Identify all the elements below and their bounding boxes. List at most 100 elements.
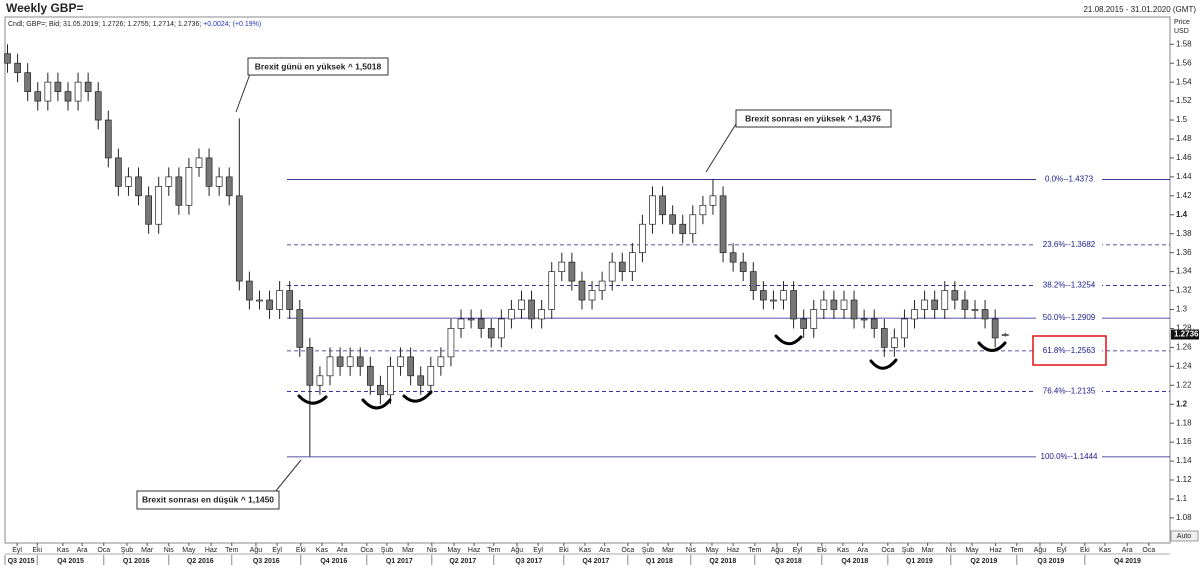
y-tick-label: 1.18 (1176, 418, 1192, 427)
fib-label-bg (1036, 345, 1102, 356)
fib-label-bg (1036, 239, 1102, 250)
y-tick-label: 1.48 (1176, 134, 1192, 143)
bottom-arc (869, 358, 898, 370)
x-tick-label: Ara (1122, 547, 1133, 554)
candle-body (911, 309, 918, 320)
fib-label: 100.0%--1.1444 (1041, 452, 1098, 461)
candle-body (276, 290, 283, 310)
candle-body (901, 318, 908, 339)
bottom-arc (977, 341, 1007, 352)
candle-body (891, 337, 898, 348)
y-tick-label: 1.58 (1176, 39, 1192, 48)
candle-body (679, 223, 687, 235)
x-tick-label: Mar (141, 547, 154, 554)
highlight-box (1032, 335, 1107, 366)
candle-body (84, 81, 92, 92)
x-tick-label: Ağu (511, 547, 524, 554)
quarter-label: Q4 2019 (1114, 558, 1141, 565)
quarter-label: Q3 2018 (775, 558, 802, 565)
bottom-arc (361, 398, 392, 410)
x-tick-label: Kas (579, 547, 592, 554)
x-tick-label: Şub (381, 547, 394, 554)
candle-body (24, 72, 32, 92)
y-tick-label: 1.24 (1176, 361, 1192, 370)
candle-body (1001, 334, 1009, 336)
quarter-label: Q2 2019 (970, 558, 997, 565)
y-axis-label: Price (1174, 19, 1190, 26)
auto-button[interactable] (1170, 530, 1199, 542)
candle-body (377, 384, 384, 396)
x-tick-label: Tem (225, 547, 238, 554)
fib-label-bg (1036, 313, 1102, 324)
candle-body (437, 356, 445, 367)
x-tick-label: Kas (316, 547, 329, 554)
candle-body (608, 261, 616, 282)
candle-body (326, 356, 334, 377)
candle-body (719, 195, 727, 254)
y-tick-label: 1.16 (1176, 437, 1192, 446)
auto-label[interactable]: Auto (1177, 533, 1192, 540)
candle-body (558, 261, 566, 272)
candle-body (528, 299, 535, 320)
candle-body (709, 195, 717, 206)
candle-body (165, 176, 173, 187)
candle-body (739, 261, 747, 272)
x-tick-label: May (965, 547, 979, 554)
fib-label: 76.4%--1.2135 (1043, 387, 1096, 396)
change: +0.0024; (+0.19%) (203, 21, 261, 28)
x-tick-label: Haz (468, 547, 481, 554)
candle-body (246, 280, 253, 301)
x-tick-label: Mar (662, 547, 675, 554)
legend: Cndl; GBP=; Bid; 31.05.2019; 1.2726; 1.2… (8, 21, 261, 28)
y-tick-label: 1.22 (1176, 380, 1192, 389)
annotation-box (247, 57, 389, 76)
x-tick-label: May (182, 547, 196, 554)
quarter-label: Q1 2018 (646, 558, 673, 565)
bottom-arc (402, 390, 433, 403)
candle-body (850, 299, 858, 320)
fib-label-bg (1036, 280, 1102, 291)
candle-body (54, 81, 62, 92)
annotation: Brexit sonrası en yüksek ^ 1,4376 (745, 113, 881, 123)
y-tick-label: 1.3 (1176, 305, 1188, 314)
x-tick-label: Şub (902, 547, 915, 554)
candle-body (810, 309, 818, 329)
y-tick-label: 1.5 (1176, 115, 1188, 124)
candle-body (34, 91, 42, 102)
candle-body (699, 204, 707, 216)
candle-body (467, 318, 475, 321)
x-tick-label: Eyl (12, 547, 22, 554)
candle-body (689, 214, 697, 235)
candle-body (659, 195, 666, 216)
quarter-label: Q3 2019 (1037, 558, 1064, 565)
candle-body (135, 176, 142, 197)
x-tick-label: Eyl (1057, 547, 1067, 554)
x-tick-label: May (705, 547, 719, 554)
candle-body (991, 318, 999, 339)
x-tick-label: Nis (946, 547, 957, 554)
candle-body (145, 195, 152, 225)
date-range: 21.08.2015 - 31.01.2020 (GMT) (1083, 5, 1196, 14)
chart-title: Weekly GBP= (6, 1, 83, 15)
candle-body (447, 328, 455, 358)
annotation-leader (274, 459, 302, 493)
candle-body (225, 176, 233, 197)
candle-body (508, 309, 515, 320)
quarter-label: Q1 2019 (906, 558, 933, 565)
candle-body (760, 290, 767, 301)
x-tick-label: Ağu (771, 547, 784, 554)
x-tick-label: Oca (621, 547, 634, 554)
x-tick-label: Eyl (793, 547, 803, 554)
fib-label: 38.2%--1.3254 (1043, 281, 1096, 290)
y-tick-label: 1.14 (1176, 456, 1192, 465)
x-tick-label: May (447, 547, 461, 554)
candle-body (951, 290, 959, 301)
candle-body (266, 299, 273, 310)
quarter-label: Q4 2018 (841, 558, 868, 565)
candle-body (336, 356, 344, 367)
candle-body (568, 261, 576, 282)
candle-body (44, 81, 52, 102)
quarter-label: Q3 2017 (515, 558, 542, 565)
candle-body (921, 299, 928, 310)
x-tick-label: Eyl (272, 547, 282, 554)
